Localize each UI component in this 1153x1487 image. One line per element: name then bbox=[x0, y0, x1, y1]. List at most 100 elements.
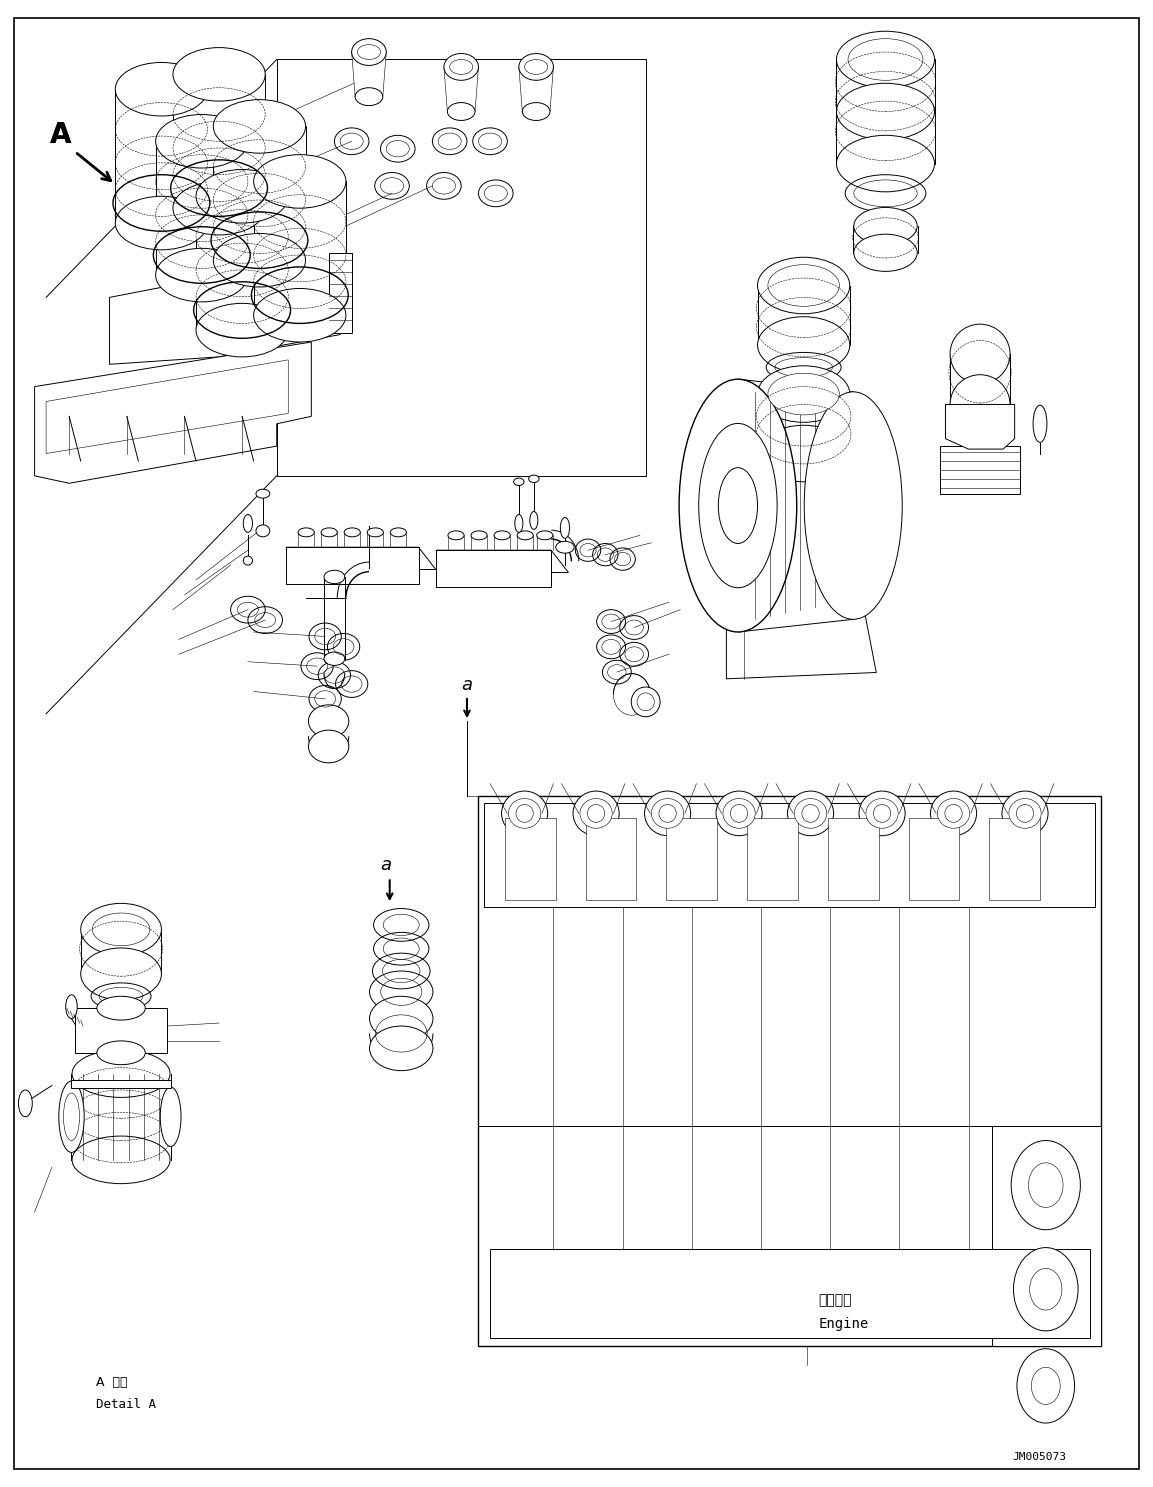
Ellipse shape bbox=[173, 48, 265, 101]
Ellipse shape bbox=[450, 59, 473, 74]
Ellipse shape bbox=[81, 903, 161, 956]
Ellipse shape bbox=[1011, 1141, 1080, 1230]
Polygon shape bbox=[173, 74, 265, 208]
Ellipse shape bbox=[1002, 791, 1048, 836]
Ellipse shape bbox=[515, 515, 522, 532]
Ellipse shape bbox=[493, 531, 511, 540]
Text: A  詳細: A 詳細 bbox=[96, 1375, 127, 1389]
Polygon shape bbox=[35, 342, 311, 483]
Ellipse shape bbox=[849, 39, 922, 80]
Ellipse shape bbox=[196, 303, 288, 357]
Ellipse shape bbox=[390, 528, 407, 537]
Ellipse shape bbox=[115, 62, 208, 116]
Bar bbox=[909, 818, 959, 900]
Ellipse shape bbox=[556, 541, 574, 553]
Polygon shape bbox=[519, 67, 553, 112]
Ellipse shape bbox=[632, 687, 660, 717]
Ellipse shape bbox=[297, 528, 315, 537]
Polygon shape bbox=[940, 446, 1020, 494]
Text: Detail A: Detail A bbox=[96, 1398, 156, 1411]
Polygon shape bbox=[478, 796, 1101, 1346]
Ellipse shape bbox=[758, 317, 850, 373]
Ellipse shape bbox=[324, 653, 345, 666]
Ellipse shape bbox=[66, 995, 77, 1019]
Polygon shape bbox=[738, 379, 853, 632]
Ellipse shape bbox=[699, 424, 777, 587]
Text: a: a bbox=[380, 857, 392, 874]
Polygon shape bbox=[110, 253, 340, 364]
Ellipse shape bbox=[97, 1041, 145, 1065]
Polygon shape bbox=[254, 181, 346, 315]
Ellipse shape bbox=[344, 528, 360, 537]
Polygon shape bbox=[196, 196, 288, 330]
Ellipse shape bbox=[522, 103, 550, 120]
Ellipse shape bbox=[243, 556, 253, 565]
Ellipse shape bbox=[937, 799, 970, 828]
Ellipse shape bbox=[81, 949, 161, 999]
Ellipse shape bbox=[519, 54, 553, 80]
Ellipse shape bbox=[853, 233, 918, 271]
Ellipse shape bbox=[18, 1090, 32, 1117]
Ellipse shape bbox=[636, 693, 655, 711]
Ellipse shape bbox=[866, 799, 898, 828]
Ellipse shape bbox=[529, 476, 540, 482]
Polygon shape bbox=[286, 547, 436, 570]
Ellipse shape bbox=[718, 467, 758, 543]
Polygon shape bbox=[156, 141, 248, 275]
Ellipse shape bbox=[758, 257, 850, 314]
Ellipse shape bbox=[525, 59, 548, 74]
Ellipse shape bbox=[950, 375, 1010, 434]
Ellipse shape bbox=[1028, 1163, 1063, 1207]
Ellipse shape bbox=[160, 1087, 181, 1146]
Ellipse shape bbox=[768, 265, 839, 306]
Ellipse shape bbox=[587, 804, 604, 822]
Ellipse shape bbox=[92, 913, 150, 946]
Ellipse shape bbox=[1017, 1349, 1075, 1423]
Ellipse shape bbox=[324, 571, 345, 584]
Text: JM005073: JM005073 bbox=[1012, 1453, 1067, 1462]
Polygon shape bbox=[46, 360, 288, 454]
Ellipse shape bbox=[651, 799, 684, 828]
Ellipse shape bbox=[1030, 1268, 1062, 1310]
Text: A: A bbox=[50, 120, 71, 149]
Ellipse shape bbox=[508, 799, 541, 828]
Ellipse shape bbox=[723, 799, 755, 828]
Bar bbox=[828, 818, 879, 900]
Ellipse shape bbox=[352, 39, 386, 65]
Ellipse shape bbox=[256, 489, 270, 498]
Ellipse shape bbox=[321, 528, 338, 537]
Ellipse shape bbox=[156, 114, 248, 168]
Bar bbox=[490, 1249, 1090, 1338]
Ellipse shape bbox=[1033, 404, 1047, 443]
Polygon shape bbox=[945, 404, 1015, 449]
Ellipse shape bbox=[517, 531, 533, 540]
Polygon shape bbox=[213, 126, 306, 260]
Ellipse shape bbox=[367, 528, 383, 537]
Ellipse shape bbox=[369, 1026, 432, 1071]
Ellipse shape bbox=[679, 379, 797, 632]
Ellipse shape bbox=[369, 996, 432, 1041]
Ellipse shape bbox=[645, 791, 691, 836]
Ellipse shape bbox=[254, 288, 346, 342]
Ellipse shape bbox=[580, 799, 612, 828]
Polygon shape bbox=[71, 1080, 171, 1088]
Ellipse shape bbox=[859, 791, 905, 836]
Ellipse shape bbox=[853, 207, 918, 245]
Ellipse shape bbox=[1009, 799, 1041, 828]
Ellipse shape bbox=[944, 804, 962, 822]
Ellipse shape bbox=[355, 88, 383, 106]
Ellipse shape bbox=[716, 791, 762, 836]
Ellipse shape bbox=[470, 531, 487, 540]
Polygon shape bbox=[726, 613, 876, 678]
Ellipse shape bbox=[731, 804, 747, 822]
Bar bbox=[586, 818, 636, 900]
Ellipse shape bbox=[836, 135, 934, 192]
Ellipse shape bbox=[308, 705, 348, 738]
Ellipse shape bbox=[801, 804, 819, 822]
Ellipse shape bbox=[213, 233, 306, 287]
Ellipse shape bbox=[758, 366, 850, 422]
Ellipse shape bbox=[243, 515, 253, 532]
Polygon shape bbox=[992, 1126, 1101, 1346]
Ellipse shape bbox=[156, 248, 248, 302]
Ellipse shape bbox=[768, 373, 839, 415]
